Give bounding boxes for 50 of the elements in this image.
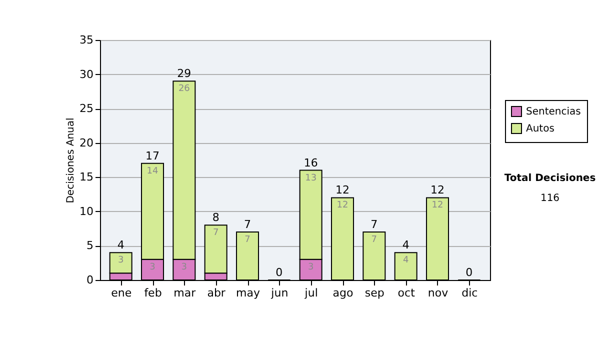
data-label: 7 [244,235,250,245]
data-label: 4 [402,256,409,266]
data-label: 3 [181,262,188,272]
x-tick-label: sep [364,286,384,300]
y-tick-label: 30 [80,68,94,81]
y-axis-title: Decisiones Anual [66,118,77,204]
y-tick-label: 5 [86,239,94,252]
y-tick-label: 35 [80,34,94,46]
data-label: 12 [336,200,348,211]
total-label: 16 [304,156,318,170]
data-label: 3 [118,256,124,266]
y-tick-label: 0 [86,274,94,286]
total-label: 29 [177,67,192,80]
legend-label: Autos [526,124,554,134]
total-label: 8 [212,211,220,224]
legend-label: Sentencias [526,106,581,118]
total-label: 4 [402,238,410,252]
data-label: 3 [308,262,314,272]
total-label: 4 [117,238,124,252]
total-label: 7 [370,218,378,231]
total-label: 17 [146,149,160,162]
x-tick-label: jul [304,286,318,300]
x-tick-label: ago [332,286,354,300]
x-tick-label: jun [270,286,288,300]
x-tick-label: may [236,286,260,300]
y-tick-label: 20 [80,136,94,150]
data-label: 12 [432,200,444,211]
x-tick-label: feb [144,286,162,300]
data-label: 3 [150,262,156,272]
total-label: 12 [430,184,444,197]
text: 116 [540,193,560,204]
data-label: 7 [371,235,378,245]
total-label: 0 [276,266,283,279]
data-label: 7 [212,228,219,238]
total-label: 12 [336,184,350,197]
data-label: 26 [178,84,190,94]
total-label: 7 [244,218,251,231]
y-tick-label: 25 [80,102,94,116]
data-label: 13 [305,173,317,184]
data-label: 14 [146,166,158,176]
x-tick-label: dic [462,286,478,300]
total-label: 0 [466,266,473,279]
x-tick-label: mar [174,286,196,300]
text: Total Decisiones [504,173,596,184]
x-tick-label: nov [428,286,449,300]
x-tick-label: oct [398,286,416,300]
y-tick-label: 15 [80,170,94,184]
y-tick-label: 10 [80,204,94,218]
x-tick-label: abr [207,286,226,300]
x-tick-label: ene [111,286,132,300]
